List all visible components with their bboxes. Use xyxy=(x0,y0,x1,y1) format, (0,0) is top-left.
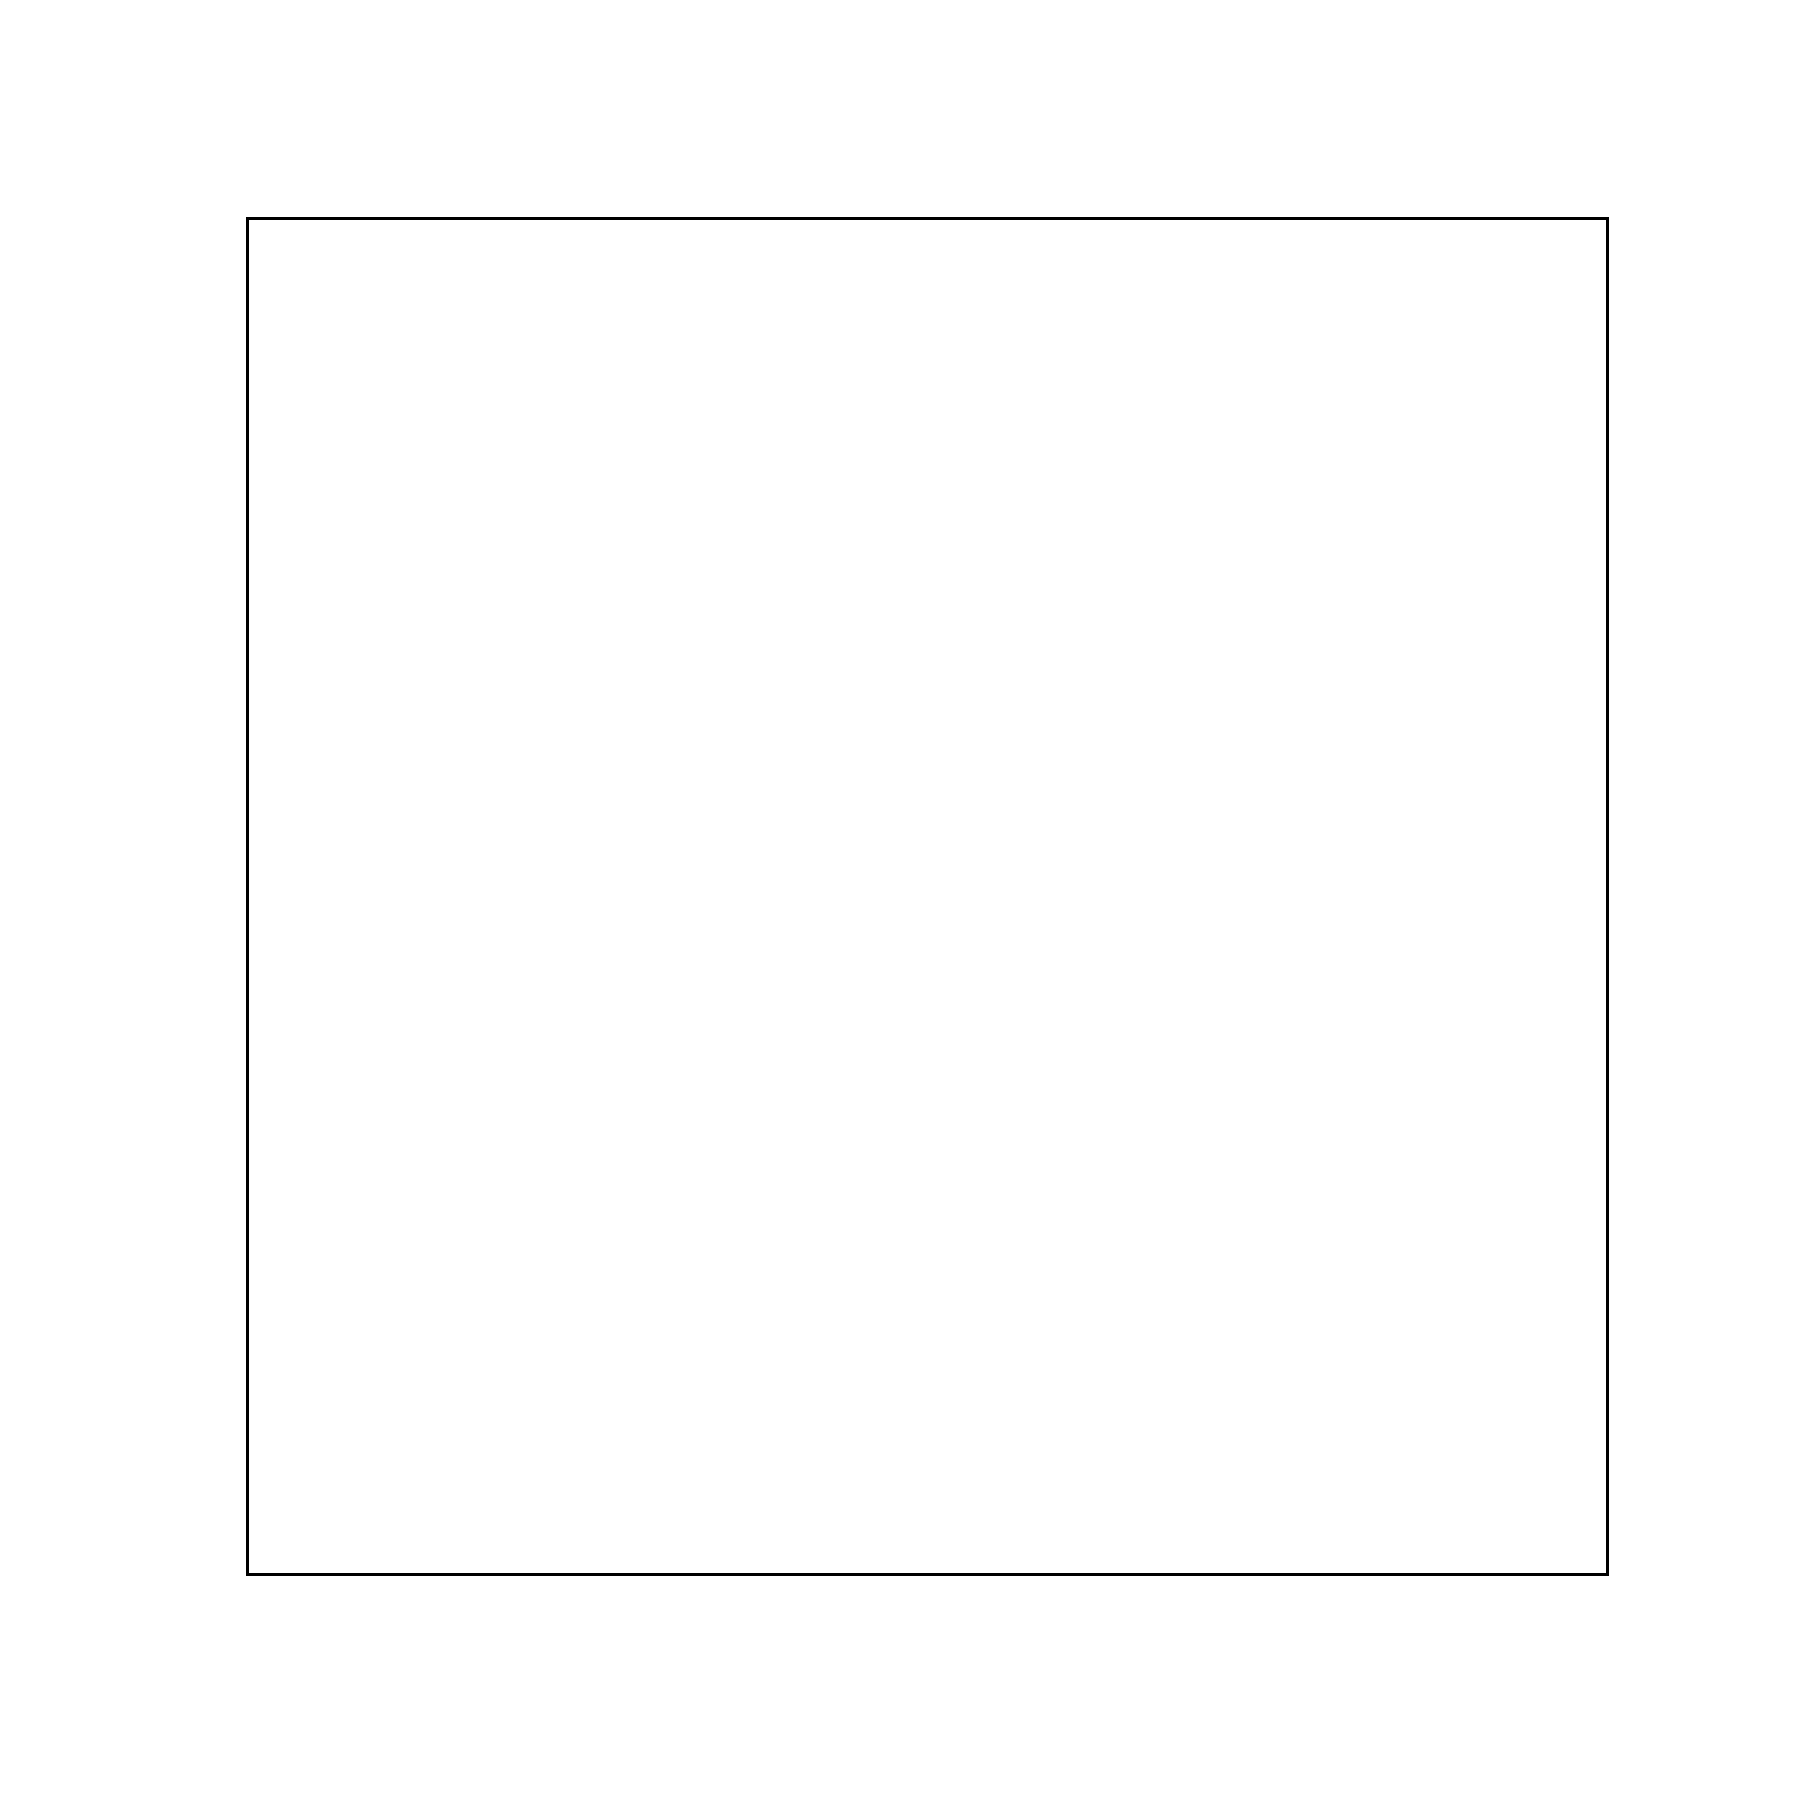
word-cloud xyxy=(249,220,1606,1573)
chart-title xyxy=(0,98,1800,218)
word-cloud-frame xyxy=(246,217,1609,1576)
